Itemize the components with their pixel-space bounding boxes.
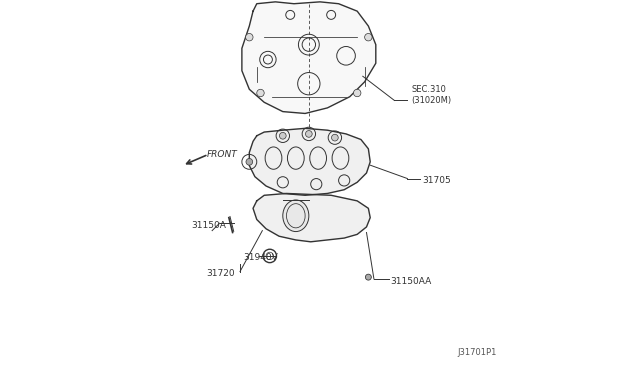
Polygon shape xyxy=(253,193,370,242)
Circle shape xyxy=(353,89,361,97)
Text: J31701P1: J31701P1 xyxy=(458,348,497,357)
Text: 31720: 31720 xyxy=(207,269,235,278)
Text: FRONT: FRONT xyxy=(207,150,237,159)
Text: 31705: 31705 xyxy=(422,176,451,185)
Polygon shape xyxy=(250,128,370,195)
Circle shape xyxy=(332,134,338,141)
Text: 31150A: 31150A xyxy=(191,221,227,230)
Text: 31150AA: 31150AA xyxy=(390,277,432,286)
Text: SEC.310
(31020M): SEC.310 (31020M) xyxy=(411,85,451,105)
Text: 31940V: 31940V xyxy=(244,253,278,262)
Circle shape xyxy=(280,132,286,139)
Circle shape xyxy=(246,158,253,165)
Circle shape xyxy=(246,33,253,41)
Circle shape xyxy=(365,33,372,41)
Circle shape xyxy=(365,274,371,280)
Circle shape xyxy=(305,131,312,137)
Ellipse shape xyxy=(283,200,309,231)
Polygon shape xyxy=(242,2,376,113)
Circle shape xyxy=(257,89,264,97)
